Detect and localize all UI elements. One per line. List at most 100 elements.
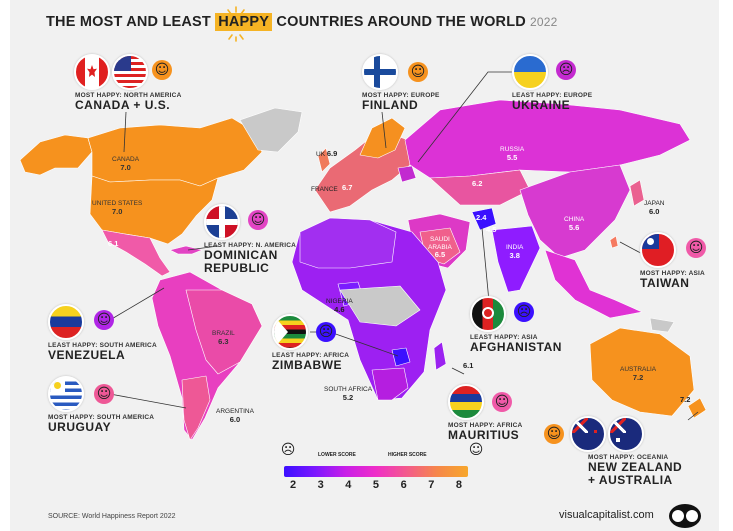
- happy-face-icon: ☺: [544, 424, 564, 444]
- title-pre: THE MOST AND LEAST: [46, 14, 216, 30]
- label-france-score: 6.7: [342, 183, 353, 192]
- legend-ticks: 2 3 4 5 6 7 8: [284, 479, 468, 491]
- india-region: [491, 225, 541, 293]
- callout-zimbabwe: LEAST HAPPY: AFRICA ZIMBABWE: [272, 352, 350, 372]
- new-zealand-region: [687, 397, 707, 419]
- taiwan-region: [609, 235, 619, 249]
- label-us: UNITED STATES 7.0: [92, 200, 143, 216]
- happy-face-icon: ☺: [686, 238, 706, 258]
- callout-venezuela: LEAST HAPPY: SOUTH AMERICA VENEZUELA: [48, 342, 157, 362]
- legend-tick: 8: [455, 479, 462, 491]
- label-canada: CANADA 7.0: [112, 156, 140, 172]
- label-nigeria: NIGERIA 4.6: [326, 298, 353, 314]
- source-note: SOURCE: World Happiness Report 2022: [48, 513, 176, 520]
- greenland-region: [239, 107, 303, 153]
- australia-flag-icon: [608, 416, 644, 452]
- canada-region: [87, 117, 263, 187]
- legend-tick: 7: [428, 479, 435, 491]
- afghanistan-flag-icon: [470, 296, 506, 332]
- finland-flag-icon: [362, 54, 398, 90]
- ukraine-flag-icon: [512, 54, 548, 90]
- happy-face-icon: ☺: [94, 384, 114, 404]
- scandinavia-region: [359, 117, 406, 159]
- label-china: CHINA 5.6: [564, 216, 585, 232]
- mauritius-flag-icon: [448, 384, 484, 420]
- neutral-face-icon: ☺: [248, 210, 268, 230]
- usa-flag-icon: [112, 54, 148, 90]
- callout-dominican: LEAST HAPPY: N. AMERICA DOMINICAN REPUBL…: [204, 242, 296, 275]
- label-pakistan: 4.5: [486, 225, 497, 234]
- label-kazakh: 6.2: [472, 179, 483, 188]
- dominican-flag-icon: [204, 204, 240, 240]
- taiwan-flag-icon: [640, 232, 676, 268]
- callout-mauritius: MOST HAPPY: AFRICA MAURITIUS: [448, 422, 523, 442]
- japan-region: [629, 179, 645, 207]
- label-australia: AUSTRALIA 7.2: [620, 366, 657, 382]
- uruguay-flag-icon: [48, 376, 84, 412]
- label-russia: RUSSIA 5.5: [500, 146, 525, 162]
- title-year: 2022: [529, 15, 558, 29]
- neutral-face-icon: ☺: [94, 310, 114, 330]
- legend-tick: 2: [290, 479, 297, 491]
- legend-gradient-bar: [284, 466, 468, 477]
- label-saudi: SAUDI ARABIA 6.5: [428, 236, 452, 259]
- ukraine-region: [397, 165, 417, 183]
- canada-flag-icon: [74, 54, 110, 90]
- label-brazil: BRAZIL 6.3: [212, 330, 235, 346]
- label-japan: JAPAN 6.0: [644, 200, 665, 216]
- label-new-zealand: 7.2: [680, 395, 691, 404]
- callout-canada-us: MOST HAPPY: NORTH AMERICA CANADA + U.S.: [75, 92, 182, 112]
- sad-face-icon: ☹: [280, 442, 296, 458]
- title-post: COUNTRIES AROUND THE WORLD: [272, 14, 526, 30]
- label-mauritius: 6.1: [463, 361, 474, 370]
- label-uk: UK 6.9: [316, 149, 338, 158]
- caribbean-region: [169, 245, 203, 255]
- brazil-region: [185, 289, 263, 375]
- afghanistan-region: [471, 207, 497, 231]
- china-region: [519, 164, 631, 259]
- uk-region: [317, 147, 331, 173]
- legend-tick: 6: [400, 479, 407, 491]
- brand-url[interactable]: visualcapitalist.com: [559, 509, 654, 521]
- sparkle-icon: [227, 6, 245, 42]
- mexico-region: [101, 229, 171, 277]
- alaska-region: [19, 134, 93, 176]
- callout-ukraine: LEAST HAPPY: EUROPE UKRAINE: [512, 92, 593, 112]
- callout-uruguay: MOST HAPPY: SOUTH AMERICA URUGUAY: [48, 414, 155, 434]
- label-south-africa: SOUTH AFRICA 5.2: [324, 386, 373, 402]
- sad-face-icon: ☹: [316, 322, 336, 342]
- venezuela-flag-icon: [48, 304, 84, 340]
- legend-tick: 4: [345, 479, 352, 491]
- callout-afghanistan: LEAST HAPPY: ASIA AFGHANISTAN: [470, 334, 562, 354]
- zimbabwe-region: [391, 347, 411, 367]
- callout-nz-au: MOST HAPPY: OCEANIA NEW ZEALAND + AUSTRA…: [588, 454, 683, 487]
- gray-africa-region: [339, 285, 421, 327]
- madagascar-region: [433, 341, 447, 371]
- label-india: INDIA 3.8: [506, 244, 524, 260]
- score-legend: ☹ ☺ LOWER SCORE HIGHER SCORE 2 3 4 5 6 7 8: [281, 442, 484, 491]
- legend-low-label: LOWER SCORE: [318, 452, 356, 458]
- north-africa-region: [299, 217, 397, 269]
- left-border: [0, 0, 10, 531]
- new-zealand-flag-icon: [570, 416, 606, 452]
- happy-face-icon: ☺: [468, 442, 484, 458]
- label-france: FRANCE: [311, 186, 338, 193]
- argentina-region: [181, 375, 211, 441]
- page-title: THE MOST AND LEAST HAPPY COUNTRIES AROUN…: [46, 13, 558, 31]
- south-africa-region: [371, 367, 409, 401]
- happy-face-icon: ☺: [152, 60, 172, 80]
- brand-logo-icon: [669, 504, 701, 528]
- sad-face-icon: ☹: [514, 302, 534, 322]
- happy-face-icon: ☺: [492, 392, 512, 412]
- right-border: [719, 0, 733, 531]
- australia-region: [589, 327, 695, 417]
- label-afghanistan: 2.4: [476, 213, 487, 222]
- png-region: [649, 317, 675, 333]
- callout-taiwan: MOST HAPPY: ASIA TAIWAN: [640, 270, 705, 290]
- zimbabwe-flag-icon: [272, 314, 308, 350]
- happy-face-icon: ☺: [408, 62, 428, 82]
- callout-finland: MOST HAPPY: EUROPE FINLAND: [362, 92, 440, 112]
- legend-tick: 5: [372, 479, 380, 491]
- title-highlight: HAPPY: [215, 13, 273, 31]
